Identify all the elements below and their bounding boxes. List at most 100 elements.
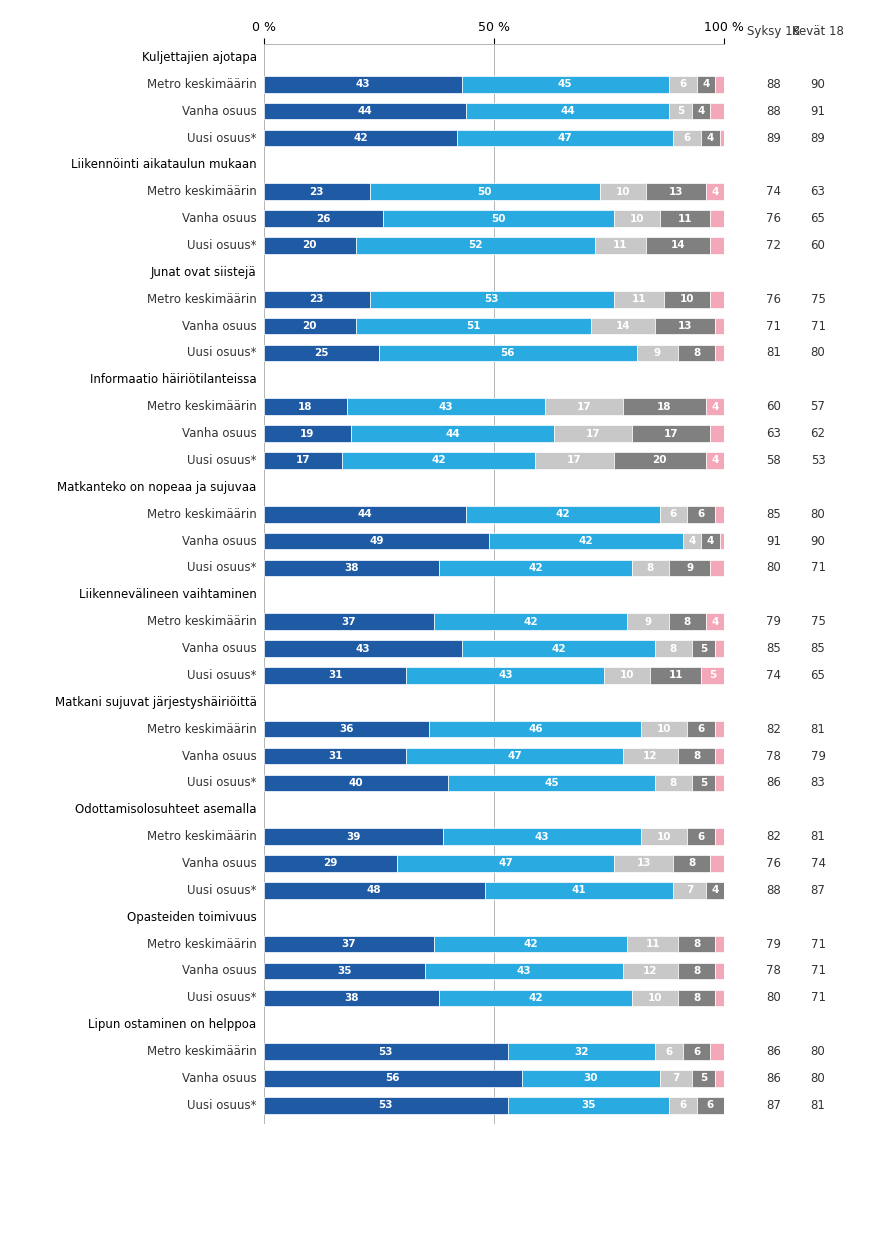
- Text: 8: 8: [670, 777, 677, 788]
- Text: Uusi osuus*: Uusi osuus*: [187, 347, 257, 359]
- Bar: [711, 103, 724, 119]
- Bar: [669, 103, 692, 119]
- Text: 5: 5: [709, 671, 716, 681]
- Bar: [384, 210, 613, 227]
- Text: 42: 42: [353, 133, 367, 143]
- Text: 17: 17: [296, 456, 310, 466]
- Bar: [637, 344, 679, 362]
- Bar: [660, 210, 711, 227]
- Text: 43: 43: [356, 79, 370, 89]
- Text: 90: 90: [811, 78, 825, 90]
- Bar: [715, 828, 724, 845]
- Text: 14: 14: [616, 322, 630, 332]
- Bar: [715, 962, 724, 980]
- Bar: [628, 613, 669, 631]
- Bar: [715, 506, 724, 522]
- Text: Uusi osuus*: Uusi osuus*: [187, 669, 257, 682]
- Bar: [705, 882, 724, 899]
- Bar: [683, 1044, 711, 1060]
- Bar: [443, 828, 641, 845]
- Text: 11: 11: [645, 939, 660, 950]
- Text: Metro keskimäärin: Metro keskimäärin: [147, 78, 257, 90]
- Bar: [715, 747, 724, 765]
- Bar: [591, 318, 655, 334]
- Bar: [673, 129, 701, 147]
- Text: 12: 12: [643, 966, 658, 976]
- Text: 81: 81: [811, 830, 825, 843]
- Text: 51: 51: [466, 322, 480, 332]
- Bar: [632, 560, 669, 577]
- Text: Liikennevälineen vaihtaminen: Liikennevälineen vaihtaminen: [79, 588, 257, 602]
- Text: 10: 10: [657, 725, 671, 735]
- Text: 26: 26: [316, 214, 331, 224]
- Text: 31: 31: [328, 751, 342, 761]
- Text: 6: 6: [693, 1046, 700, 1056]
- Bar: [715, 990, 724, 1006]
- Text: 46: 46: [528, 725, 543, 735]
- Bar: [508, 1096, 669, 1114]
- Text: 80: 80: [811, 347, 825, 359]
- Text: 65: 65: [811, 669, 825, 682]
- Text: 85: 85: [766, 507, 780, 521]
- Bar: [687, 506, 715, 522]
- Bar: [669, 560, 711, 577]
- Bar: [264, 828, 443, 845]
- Text: Uusi osuus*: Uusi osuus*: [187, 776, 257, 789]
- Text: Metro keskimäärin: Metro keskimäärin: [147, 185, 257, 198]
- Text: 6: 6: [697, 509, 704, 519]
- Bar: [664, 291, 711, 308]
- Text: 43: 43: [498, 671, 513, 681]
- Text: 89: 89: [766, 132, 780, 144]
- Text: 53: 53: [811, 453, 825, 467]
- Text: 23: 23: [309, 294, 324, 304]
- Text: 57: 57: [811, 401, 825, 413]
- Text: 71: 71: [811, 965, 825, 977]
- Bar: [641, 721, 687, 737]
- Text: 13: 13: [637, 859, 651, 868]
- Text: 4: 4: [688, 536, 696, 546]
- Bar: [264, 855, 397, 872]
- Text: 4: 4: [712, 402, 719, 412]
- Text: 6: 6: [679, 79, 687, 89]
- Text: 4: 4: [706, 133, 714, 143]
- Bar: [356, 318, 591, 334]
- Text: Vanha osuus: Vanha osuus: [181, 857, 257, 870]
- Text: 75: 75: [811, 615, 825, 628]
- Bar: [467, 506, 660, 522]
- Bar: [264, 129, 457, 147]
- Bar: [669, 1096, 696, 1114]
- Text: Kevät 18: Kevät 18: [792, 25, 844, 38]
- Bar: [696, 1096, 724, 1114]
- Text: 8: 8: [693, 966, 700, 976]
- Bar: [508, 1044, 655, 1060]
- Text: 38: 38: [344, 563, 358, 573]
- Bar: [669, 613, 705, 631]
- Bar: [264, 641, 461, 657]
- Bar: [434, 613, 628, 631]
- Text: 45: 45: [544, 777, 559, 788]
- Text: 19: 19: [300, 428, 315, 438]
- Bar: [645, 237, 711, 254]
- Text: Metro keskimäärin: Metro keskimäärin: [147, 615, 257, 628]
- Text: 13: 13: [678, 322, 692, 332]
- Bar: [489, 533, 683, 549]
- Text: 42: 42: [432, 456, 446, 466]
- Text: 18: 18: [657, 402, 671, 412]
- Text: Vanha osuus: Vanha osuus: [181, 1071, 257, 1085]
- Bar: [351, 426, 553, 442]
- Text: 6: 6: [670, 509, 677, 519]
- Text: 10: 10: [616, 187, 630, 197]
- Text: 53: 53: [378, 1100, 393, 1110]
- Bar: [264, 103, 467, 119]
- Bar: [356, 237, 595, 254]
- Text: 35: 35: [337, 966, 351, 976]
- Text: 13: 13: [669, 187, 683, 197]
- Text: Uusi osuus*: Uusi osuus*: [187, 132, 257, 144]
- Text: 78: 78: [766, 965, 780, 977]
- Bar: [669, 75, 696, 93]
- Text: 90: 90: [811, 535, 825, 548]
- Bar: [687, 721, 715, 737]
- Text: 63: 63: [811, 185, 825, 198]
- Text: 47: 47: [507, 751, 522, 761]
- Text: 71: 71: [766, 319, 780, 333]
